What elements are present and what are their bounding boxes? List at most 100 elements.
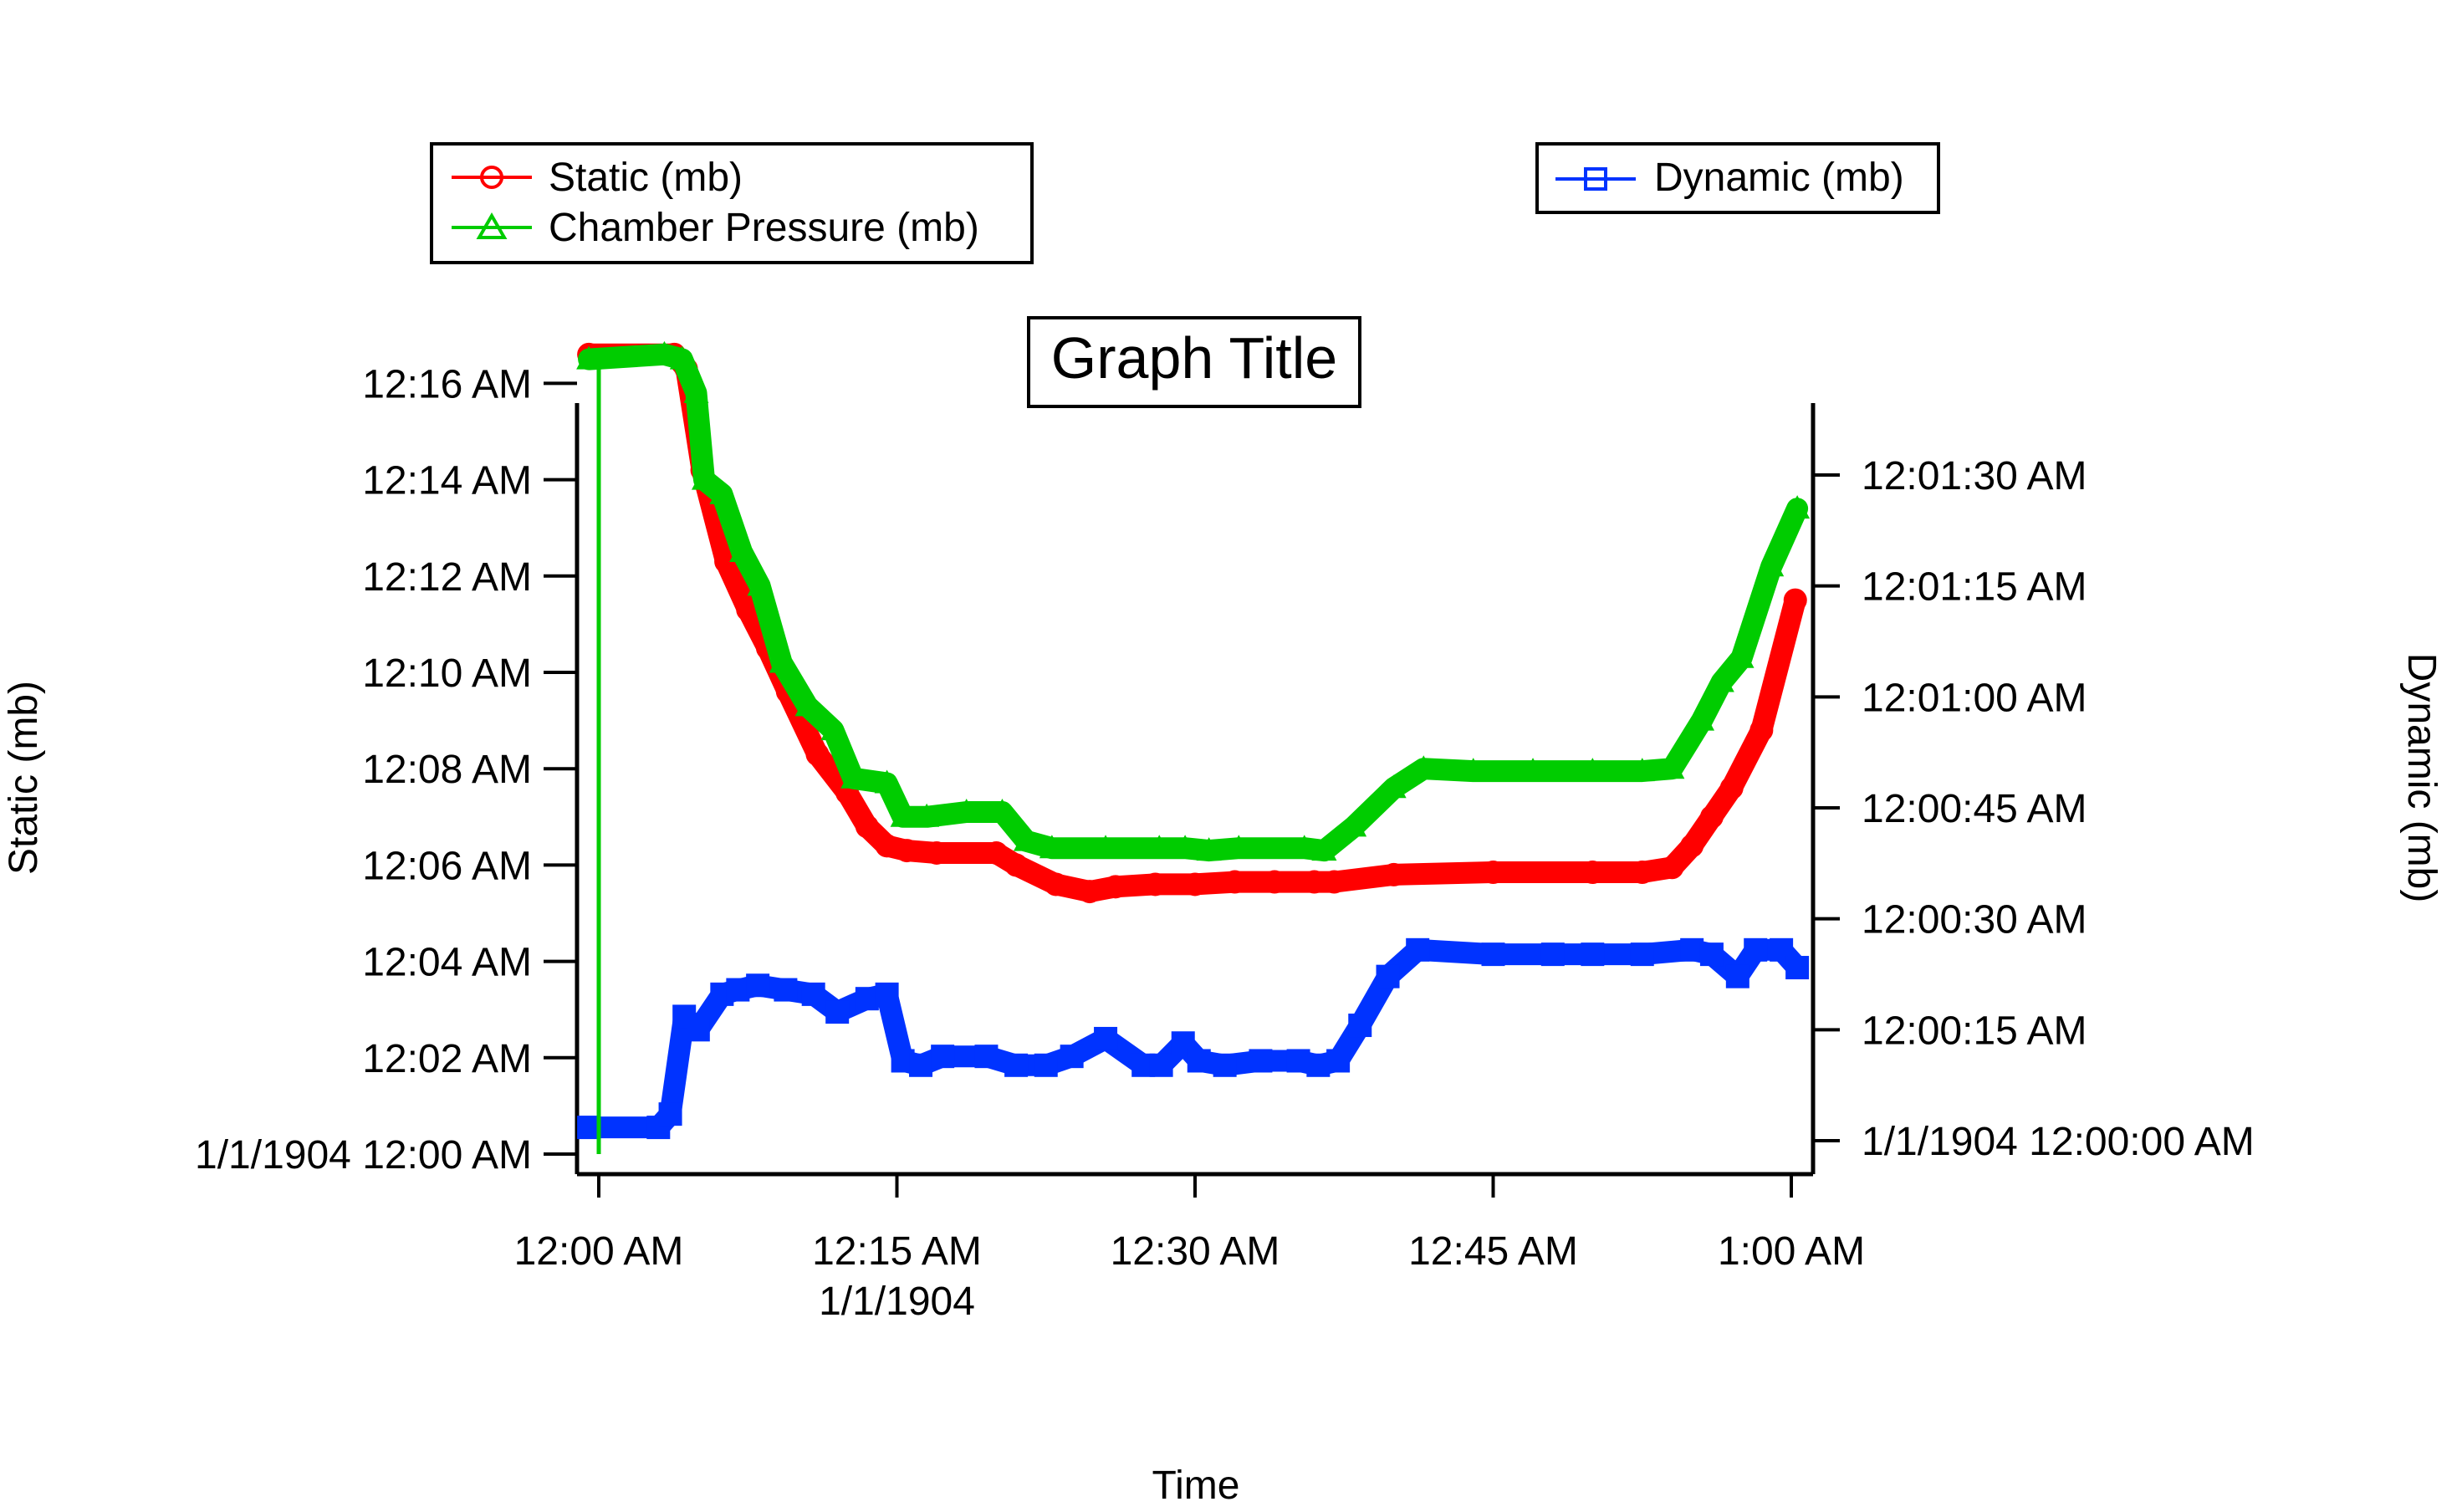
x-tick-label: 12:00 AM (514, 1229, 684, 1274)
y-left-tick-label: 12:02 AM (362, 1037, 532, 1081)
data-point-dynamic-mb (1725, 964, 1749, 988)
legend-item-chamber-pressure: Chamber Pressure (mb) (452, 206, 979, 250)
data-point-static-mb (1680, 834, 1704, 858)
data-point-dynamic-mb (1004, 1053, 1029, 1077)
data-point-chamber-pressure-mb (1759, 553, 1785, 577)
data-point-dynamic-mb (1034, 1053, 1058, 1077)
y-axis-left-ticks: 1/1/1904 12:00 AM 12:02 AM 12:04 AM 12:06 A… (195, 362, 577, 1177)
data-point-dynamic-mb (746, 973, 770, 998)
y-right-tick-label: 1/1/1904 12:00:00 AM (1862, 1120, 2255, 1164)
y-axis-right-ticks: 1/1/1904 12:00:00 AM 12:00:15 AM 12:00:30 … (1813, 454, 2255, 1164)
data-point-dynamic-mb (1785, 956, 1810, 980)
data-point-dynamic-mb (825, 1000, 850, 1024)
data-point-dynamic-mb (658, 1102, 682, 1126)
y-left-tick-label: 12:06 AM (362, 844, 532, 888)
data-point-static-mb (1749, 718, 1774, 743)
x-axis-title: Time (1152, 1463, 1240, 1508)
data-point-dynamic-mb (577, 1116, 601, 1140)
data-point-chamber-pressure-mb (651, 340, 677, 365)
data-point-static-mb (1044, 872, 1068, 896)
y-left-tick-label: 1/1/1904 12:00 AM (195, 1133, 532, 1177)
data-point-chamber-pressure-mb (1093, 835, 1119, 859)
data-point-dynamic-mb (686, 1018, 710, 1042)
data-point-chamber-pressure-mb (1460, 758, 1486, 782)
data-point-static-mb (1719, 776, 1744, 800)
y-right-tick-label: 12:01:15 AM (1862, 565, 2087, 610)
data-point-dynamic-mb (1326, 1049, 1351, 1073)
data-point-static-mb (1078, 880, 1102, 904)
y-left-tick-label: 12:10 AM (362, 651, 532, 696)
data-point-chamber-pressure-mb (709, 480, 735, 504)
data-point-chamber-pressure-mb (1659, 755, 1685, 779)
data-point-chamber-pressure-mb (874, 769, 900, 794)
data-point-chamber-pressure-mb (729, 539, 755, 562)
data-point-dynamic-mb (1581, 942, 1605, 967)
data-point-chamber-pressure-mb (989, 799, 1015, 823)
data-point-chamber-pressure-mb (1381, 774, 1407, 799)
data-point-static-mb (1382, 862, 1406, 886)
data-point-static-mb (1630, 861, 1654, 885)
data-point-static-mb (1660, 856, 1684, 880)
data-point-dynamic-mb (1630, 942, 1654, 967)
data-point-static-mb (1322, 870, 1346, 894)
data-point-chamber-pressure-mb (1729, 644, 1755, 668)
legend-left-box (430, 142, 1034, 264)
data-point-chamber-pressure-mb (1226, 835, 1252, 859)
data-point-dynamic-mb (1094, 1026, 1118, 1050)
data-point-chamber-pressure-mb (669, 345, 695, 370)
data-point-chamber-pressure-mb (1196, 837, 1222, 861)
data-point-dynamic-mb (1213, 1053, 1237, 1077)
data-point-chamber-pressure-mb (820, 717, 846, 741)
data-point-static-mb (1183, 872, 1207, 896)
data-point-dynamic-mb (1286, 1049, 1310, 1073)
legend-triangle-icon (476, 212, 508, 239)
data-point-dynamic-mb (1060, 1045, 1084, 1069)
data-point-dynamic-mb (931, 1045, 955, 1069)
data-point-static-mb (1263, 870, 1287, 894)
data-point-dynamic-mb (801, 982, 825, 1006)
data-point-static-mb (1103, 875, 1127, 899)
data-point-chamber-pressure-mb (1520, 758, 1546, 782)
y-left-tick-label: 12:14 AM (362, 459, 532, 503)
data-point-dynamic-mb (774, 978, 798, 1002)
data-point-chamber-pressure-mb (747, 572, 773, 596)
data-point-dynamic-mb (875, 982, 899, 1006)
x-axis-ticks: 12:00 AM 12:15 AM 1/1/1904 12:30 AM 12:45 AM… (514, 1174, 1865, 1324)
data-point-dynamic-mb (1744, 937, 1768, 962)
data-point-dynamic-mb (974, 1045, 999, 1069)
x-tick-label: 1:00 AM (1718, 1229, 1865, 1274)
legend-label-static: Static (mb) (549, 156, 743, 200)
y-left-tick-label: 12:12 AM (362, 555, 532, 600)
data-point-static-mb (1223, 870, 1247, 894)
data-point-chamber-pressure-mb (1039, 835, 1065, 859)
data-point-chamber-pressure-mb (1411, 755, 1437, 779)
data-point-chamber-pressure-mb (1147, 835, 1172, 859)
data-point-dynamic-mb (1348, 1014, 1372, 1038)
data-point-dynamic-mb (909, 1053, 933, 1077)
data-point-chamber-pressure-mb (914, 803, 940, 827)
data-point-chamber-pressure-mb (794, 692, 820, 717)
data-point-chamber-pressure-mb (1311, 837, 1337, 861)
legend-circle-icon (480, 166, 503, 189)
data-point-dynamic-mb (726, 978, 750, 1002)
y-left-tick-label: 12:08 AM (362, 748, 532, 792)
data-point-chamber-pressure-mb (769, 649, 794, 673)
data-point-chamber-pressure-mb (1785, 495, 1811, 519)
plot-series (576, 340, 1811, 1154)
data-point-chamber-pressure-mb (576, 345, 602, 370)
y-left-tick-label: 12:04 AM (362, 941, 532, 985)
x-tick-label: 12:30 AM (1111, 1229, 1280, 1274)
y-right-tick-label: 12:00:30 AM (1862, 898, 2087, 942)
chart-title: Graph Title (1051, 325, 1337, 391)
data-point-dynamic-mb (855, 987, 879, 1011)
y-axis-left-title: Static (mb) (2, 681, 46, 875)
data-point-dynamic-mb (1149, 1053, 1173, 1077)
data-point-dynamic-mb (1481, 942, 1505, 967)
y-left-tick-label: 12:16 AM (362, 362, 532, 406)
legend-item-static: Static (mb) (452, 156, 743, 200)
chart-title-box (1027, 316, 1361, 408)
data-point-dynamic-mb (1187, 1049, 1211, 1073)
data-point-chamber-pressure-mb (683, 379, 709, 403)
